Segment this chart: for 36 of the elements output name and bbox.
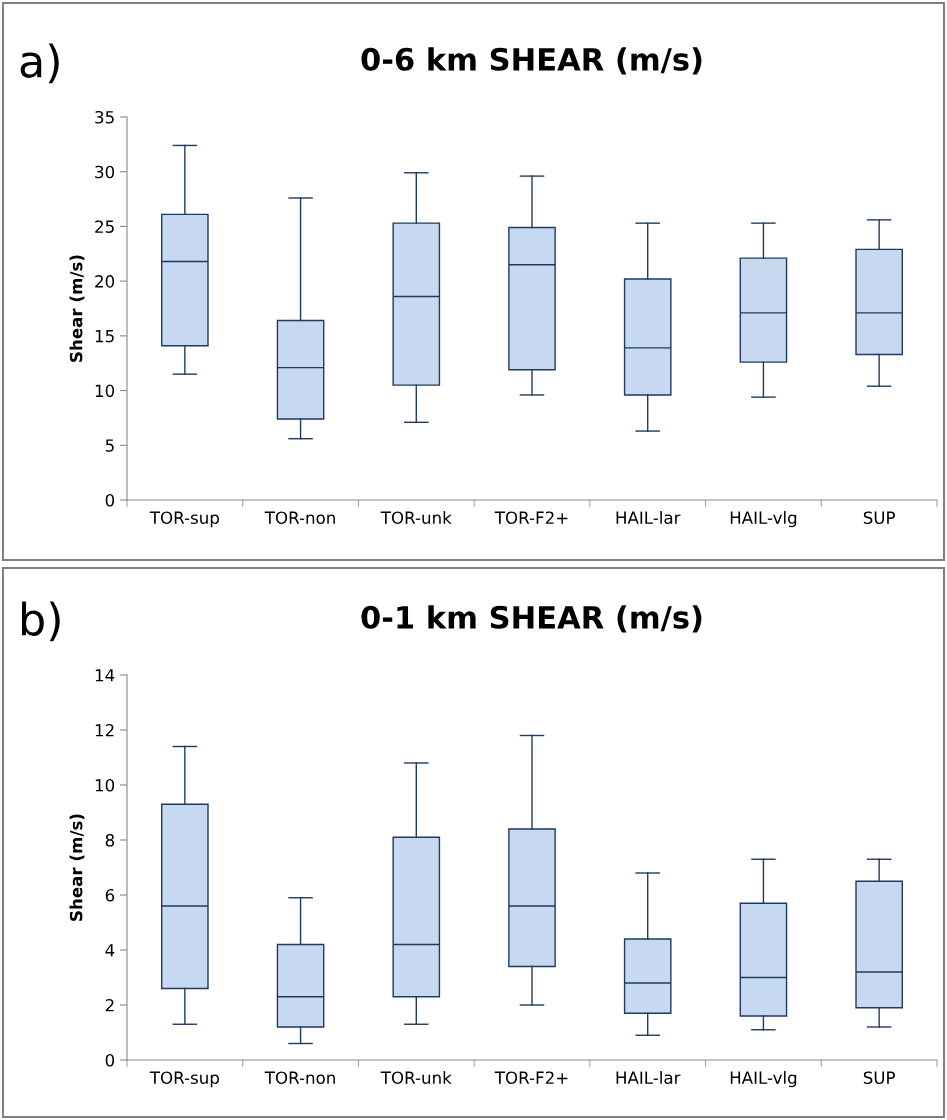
y-tick-label: 30 (95, 165, 115, 179)
y-axis-title: Shear (m/s) (69, 255, 85, 362)
y-tick-label: 35 (95, 110, 114, 124)
y-tick-label: 12 (95, 723, 114, 737)
x-tick-label: TOR-unk (380, 511, 452, 525)
text: b) (22, 601, 60, 642)
y-tick-label: 4 (105, 944, 115, 957)
y-tick-label: 25 (95, 220, 114, 233)
x-tick-label: TOR-F2+ (494, 1071, 568, 1085)
x-tick-label: TOR-non (264, 1071, 335, 1085)
y-tick-label: 20 (95, 275, 115, 288)
y-tick-label: 14 (95, 669, 115, 682)
x-tick-label: TOR-F2+ (494, 511, 568, 525)
y-tick-label: 15 (95, 330, 114, 343)
x-tick-label: HAIL-vlg (730, 1071, 797, 1088)
y-tick-label: 6 (105, 888, 115, 902)
x-tick-label: HAIL-lar (616, 511, 681, 525)
y-tick-label: 0 (105, 1053, 115, 1067)
x-tick-label: HAIL-vlg (730, 511, 797, 528)
y-tick-label: 10 (95, 384, 115, 398)
chart-title: 0-6 km SHEAR (m/s) (361, 47, 702, 75)
x-tick-label: TOR-non (264, 511, 335, 525)
x-tick-label: TOR-sup (149, 511, 219, 528)
y-tick-label: 8 (105, 833, 115, 847)
text: a) (20, 43, 59, 84)
chart-title: 0-1 km SHEAR (m/s) (361, 605, 702, 633)
y-tick-label: 5 (105, 439, 114, 452)
x-tick-label: SUP (863, 1071, 895, 1085)
x-tick-label: HAIL-lar (616, 1071, 681, 1085)
y-tick-label: 2 (105, 998, 114, 1012)
y-tick-label: 10 (95, 778, 115, 792)
x-tick-label: TOR-unk (380, 1071, 452, 1085)
y-tick-label: 0 (105, 493, 115, 507)
x-tick-label: SUP (863, 511, 895, 525)
y-axis-title: Shear (m/s) (69, 814, 85, 921)
x-tick-label: TOR-sup (149, 1071, 219, 1088)
